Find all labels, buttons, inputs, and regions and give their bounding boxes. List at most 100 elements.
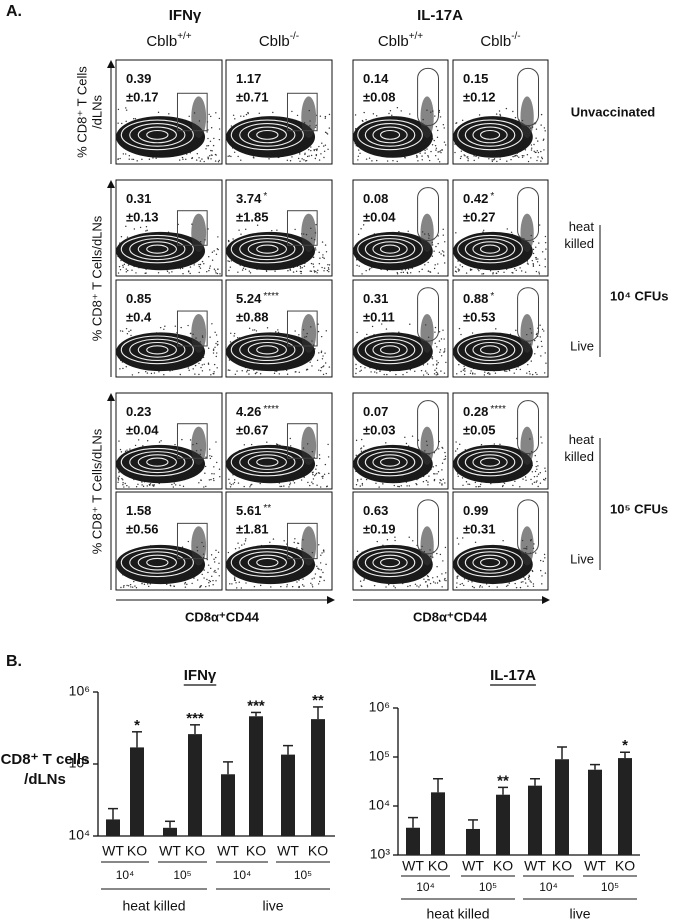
flow-event	[323, 270, 325, 272]
flow-event	[188, 270, 190, 272]
flow-event	[441, 573, 443, 575]
flow-event	[371, 325, 374, 328]
gate-mean-value: 0.31	[363, 291, 388, 306]
flow-event	[439, 150, 442, 152]
flow-event	[533, 143, 535, 146]
y-tick-label: 10⁶	[369, 699, 390, 715]
flow-tail	[301, 526, 317, 566]
flow-event	[211, 251, 214, 253]
flow-event	[457, 260, 459, 262]
gate	[517, 187, 539, 241]
condition-label: Live	[570, 338, 594, 353]
flow-event	[187, 324, 189, 327]
dose-label: 10⁴ CFUs	[610, 288, 668, 303]
flow-event	[128, 158, 130, 160]
flow-event	[286, 373, 289, 375]
flow-event	[443, 141, 446, 143]
flow-contour	[120, 447, 194, 477]
flow-event	[437, 158, 439, 160]
flow-event	[316, 272, 318, 274]
significance: *	[490, 291, 494, 302]
group-label: 10⁴	[416, 880, 435, 894]
flow-event	[199, 585, 202, 588]
flow-event	[327, 267, 330, 269]
flow-event	[233, 579, 236, 581]
bar	[221, 774, 235, 836]
flow-event	[385, 586, 387, 588]
flow-event	[328, 127, 331, 129]
flow-event	[506, 228, 509, 230]
flow-contour	[137, 126, 177, 144]
flow-event	[358, 265, 360, 267]
flow-event	[249, 484, 252, 486]
gate-mean: 0.63	[363, 503, 388, 518]
gate	[286, 310, 318, 347]
flow-event	[455, 586, 458, 589]
flow-event	[514, 582, 516, 585]
flow-event	[393, 484, 395, 487]
flow-event	[368, 157, 371, 159]
flow-event	[324, 244, 327, 246]
flow-event	[278, 373, 281, 375]
flow-tail	[301, 96, 317, 138]
flow-event	[323, 473, 326, 475]
flow-event	[360, 448, 362, 450]
flow-event	[230, 260, 232, 262]
gate-sd: ±0.17	[126, 89, 158, 104]
flow-event	[228, 269, 230, 272]
flow-event	[436, 576, 439, 578]
flow-event	[215, 556, 217, 559]
flow-event	[434, 369, 436, 371]
flow-event	[244, 268, 247, 270]
flow-event	[396, 160, 398, 163]
flow-event	[209, 265, 211, 267]
flow-event	[207, 362, 210, 364]
flow-event	[436, 582, 439, 584]
flow-contour	[364, 122, 416, 147]
flow-contour	[146, 457, 169, 467]
flow-event	[324, 131, 327, 134]
flow-event	[433, 139, 435, 142]
flow-event	[436, 473, 438, 475]
flow-event	[229, 341, 232, 343]
flow-event	[323, 551, 325, 553]
flow-event	[322, 549, 325, 552]
flow-event	[543, 553, 546, 556]
flow-event	[295, 270, 298, 273]
flow-event	[429, 271, 431, 273]
supergroup-label: live	[569, 906, 590, 922]
flow-event	[181, 156, 184, 159]
flow-event	[400, 271, 402, 274]
flow-event	[137, 439, 140, 441]
flow-event	[312, 256, 315, 259]
flow-event	[534, 470, 537, 473]
x-tick-label: WT	[217, 843, 239, 859]
flow-event	[535, 137, 537, 139]
gate	[286, 423, 318, 459]
flow-event	[130, 334, 132, 337]
gate-sd: ±0.53	[463, 309, 495, 324]
flow-event	[324, 362, 327, 364]
flow-event	[216, 248, 219, 250]
group-label: 10⁵	[479, 880, 497, 894]
flow-event	[373, 584, 376, 587]
flow-event	[203, 486, 205, 488]
flow-event	[528, 575, 531, 578]
flow-event	[213, 561, 216, 563]
flow-event	[118, 471, 120, 474]
flow-event	[314, 474, 317, 476]
flow-contour	[137, 554, 177, 571]
flow-event	[234, 479, 236, 481]
flow-event	[309, 361, 311, 363]
flow-event	[236, 587, 238, 589]
flow-event	[216, 352, 218, 354]
flow-event	[233, 332, 236, 335]
gate-mean: 1.17	[236, 71, 261, 86]
flow-event	[478, 114, 481, 116]
flow-event	[363, 579, 365, 582]
flow-event	[321, 142, 323, 144]
flow-event	[321, 358, 324, 360]
flow-event	[209, 140, 212, 142]
flow-event	[215, 342, 217, 345]
flow-event	[542, 139, 545, 141]
